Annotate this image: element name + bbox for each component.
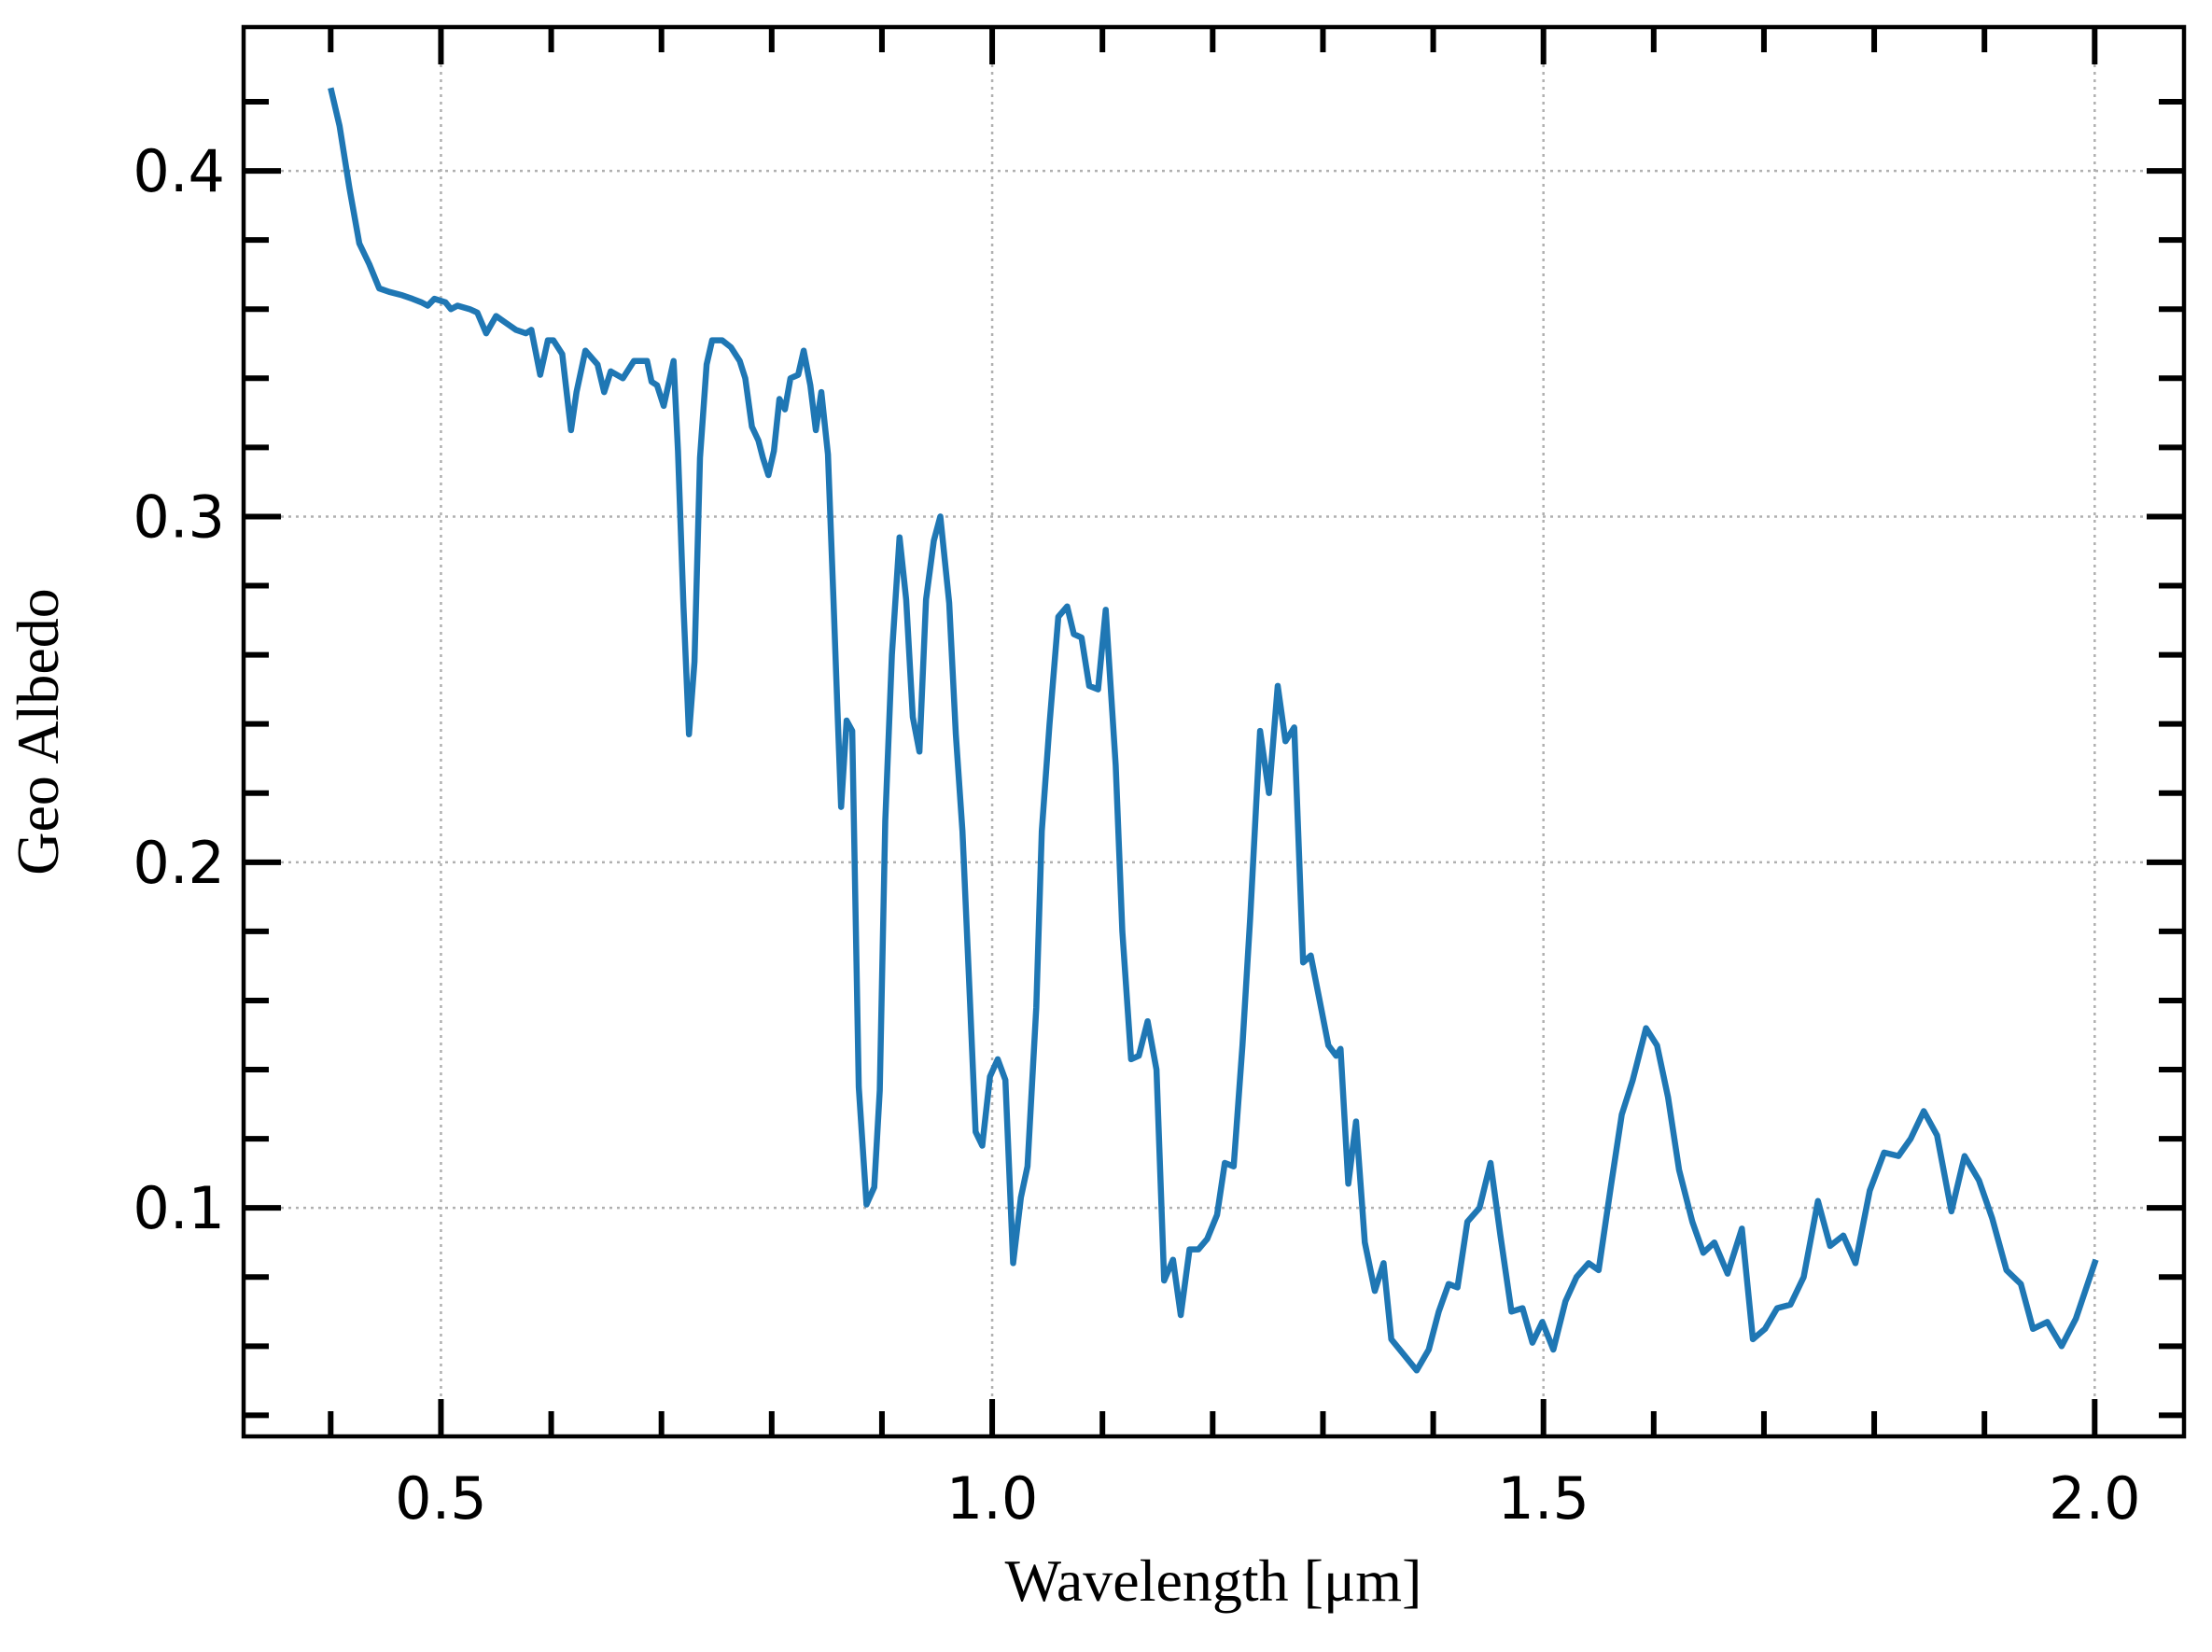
data-line: [328, 87, 2099, 1374]
x-axis-label: Wavelength [μm]: [1005, 1547, 1422, 1614]
plot-frame: [241, 24, 2187, 1439]
y-tick-label: 0.2: [133, 829, 225, 897]
x-tick-label: 1.5: [1497, 1464, 1589, 1533]
x-tick-label: 1.0: [946, 1464, 1039, 1533]
y-tick-label: 0.3: [133, 483, 225, 551]
x-tick-label: 2.0: [2049, 1464, 2141, 1533]
y-tick-label: 0.1: [133, 1174, 225, 1242]
y-axis-label: Geo Albedo: [5, 588, 71, 875]
x-tick-label: 0.5: [395, 1464, 487, 1533]
y-tick-label: 0.4: [133, 137, 225, 205]
